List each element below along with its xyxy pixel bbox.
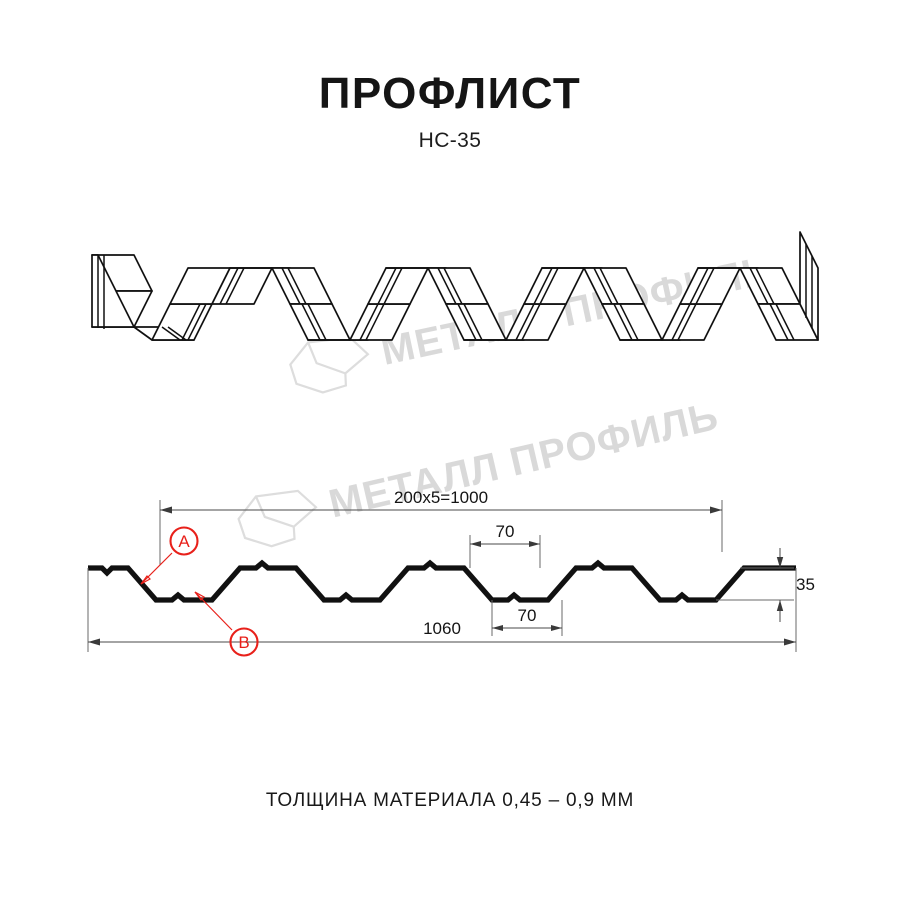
detail-marker-a[interactable]: A <box>140 526 199 585</box>
header: ПРОФЛИСТ НС-35 <box>0 69 900 153</box>
page-title: ПРОФЛИСТ <box>318 69 582 118</box>
dimension-valley-width: 70 <box>491 600 563 636</box>
watermark-2: МЕТАЛЛ ПРОФИЛЬ <box>237 394 723 548</box>
dimension-label-total-width: 1060 <box>423 619 461 638</box>
marker-b-circle <box>229 627 259 657</box>
dimension-crest-width: 70 <box>469 522 541 568</box>
isometric-sheet-view: МЕТАЛЛ ПРОФИЛЬ <box>70 228 840 408</box>
footer: ТОЛЩИНА МАТЕРИАЛА 0,45 – 0,9 ММ <box>0 790 900 812</box>
sheet-corrugations <box>91 231 819 341</box>
dimension-label-profile-height: 35 <box>796 575 815 594</box>
marker-a-circle <box>169 526 199 556</box>
marker-b-label: B <box>238 633 249 652</box>
dimension-label-valley-width: 70 <box>518 606 537 625</box>
dimension-label-working-width: 200x5=1000 <box>394 488 488 507</box>
dimension-working-width: 200x5=1000 <box>159 488 723 565</box>
profile-outline <box>88 559 796 603</box>
dimension-label-crest-width: 70 <box>496 522 515 541</box>
watermark-text-2: МЕТАЛЛ ПРОФИЛЬ <box>325 394 723 526</box>
detail-marker-b[interactable]: B <box>194 591 259 657</box>
product-model: НС-35 <box>418 128 482 152</box>
material-thickness-note: ТОЛЩИНА МАТЕРИАЛА 0,45 – 0,9 ММ <box>265 790 635 811</box>
profile-section-drawing: МЕТАЛЛ ПРОФИЛЬ 200x5=1000 70 <box>80 394 840 680</box>
dimension-total-width: 1060 <box>87 568 797 652</box>
marker-a-label: A <box>178 532 190 551</box>
watermark-logo-icon-2 <box>237 489 318 548</box>
dimension-profile-height: 35 <box>716 548 815 622</box>
